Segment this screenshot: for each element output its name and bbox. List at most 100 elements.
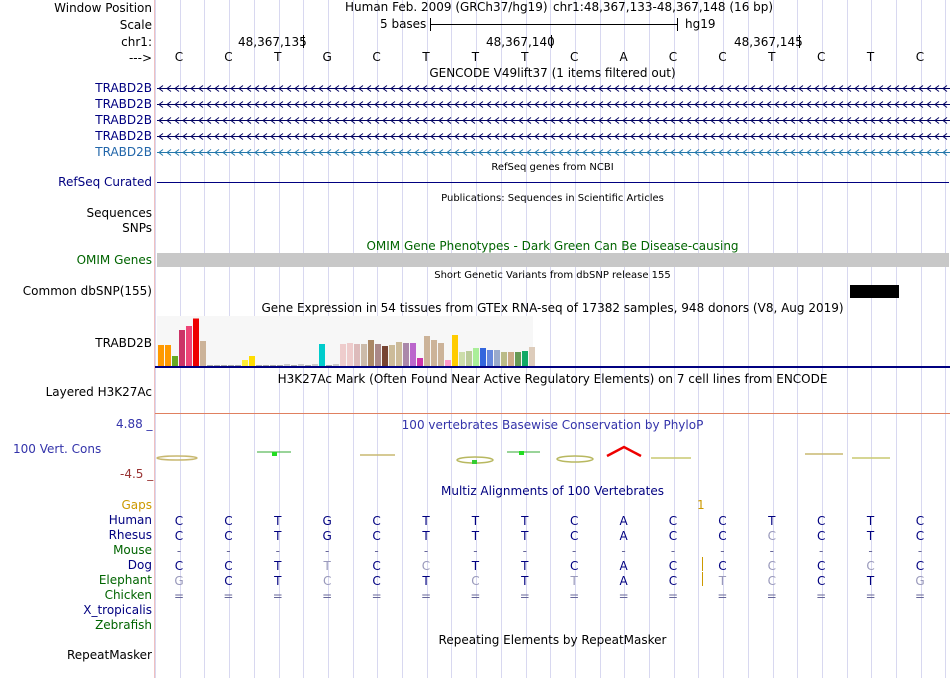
- gtex-tissue-bar[interactable]: [522, 351, 528, 366]
- sequences-label[interactable]: Sequences: [86, 206, 152, 220]
- gtex-tissue-bar[interactable]: [389, 345, 395, 366]
- gtex-tissue-bar[interactable]: [515, 352, 521, 366]
- gtex-tissue-bar[interactable]: [179, 330, 185, 366]
- strand-arrow: [590, 101, 596, 108]
- gtex-tissue-bar[interactable]: [417, 358, 423, 366]
- gtex-tissue-bar[interactable]: [319, 344, 325, 366]
- gencode-track-label[interactable]: TRABD2B: [95, 97, 152, 111]
- gtex-tissue-bar[interactable]: [270, 365, 276, 366]
- gtex-tissue-bar[interactable]: [298, 364, 304, 366]
- gtex-tissue-bar[interactable]: [508, 352, 514, 366]
- gtex-tissue-bar[interactable]: [361, 344, 367, 366]
- dbsnp-label[interactable]: Common dbSNP(155): [22, 284, 152, 298]
- gtex-tissue-bar[interactable]: [165, 345, 171, 366]
- gtex-tissue-bar[interactable]: [529, 347, 535, 366]
- strand-arrow: [526, 85, 532, 92]
- gtex-tissue-bar[interactable]: [480, 348, 486, 366]
- gtex-tissue-bar[interactable]: [368, 340, 374, 366]
- species-label-elephant[interactable]: Elephant: [98, 573, 152, 587]
- gtex-tissue-bar[interactable]: [200, 341, 206, 366]
- gtex-tissue-bar[interactable]: [242, 360, 248, 366]
- gtex-tissue-bar[interactable]: [214, 365, 220, 366]
- species-label-rhesus[interactable]: Rhesus: [108, 528, 152, 542]
- gtex-tissue-bar[interactable]: [326, 365, 332, 366]
- gtex-tissue-bar[interactable]: [193, 318, 199, 367]
- species-label-human[interactable]: Human: [108, 513, 152, 527]
- gtex-tissue-bar[interactable]: [494, 350, 500, 366]
- gtex-tissue-bar[interactable]: [473, 348, 479, 366]
- snps-label[interactable]: SNPs: [122, 221, 152, 235]
- gencode-track-label[interactable]: TRABD2B: [95, 145, 152, 159]
- gtex-tissue-bar[interactable]: [277, 365, 283, 366]
- repeatmasker-label[interactable]: RepeatMasker: [66, 648, 152, 662]
- gtex-tissue-bar[interactable]: [459, 352, 465, 366]
- position-text[interactable]: chr1:48,367,133-48,367,148 (16 bp): [553, 0, 774, 14]
- gtex-tissue-bar[interactable]: [249, 356, 255, 366]
- gtex-tissue-bar[interactable]: [340, 344, 346, 366]
- gtex-tissue-bar[interactable]: [228, 365, 234, 366]
- species-label-x_tropicalis[interactable]: X_tropicalis: [83, 603, 152, 617]
- gtex-tissue-bar[interactable]: [263, 365, 269, 366]
- strand-arrow: [550, 133, 556, 140]
- strand-arrow: [166, 101, 172, 108]
- strand-arrow: [494, 149, 500, 156]
- gtex-tissue-bar[interactable]: [375, 344, 381, 366]
- strand-arrow: [550, 149, 556, 156]
- gtex-tissue-bar[interactable]: [284, 364, 290, 366]
- refseq-label[interactable]: RefSeq Curated: [58, 175, 152, 189]
- gtex-tissue-bar[interactable]: [382, 346, 388, 366]
- phylop-label[interactable]: 100 Vert. Cons: [13, 442, 102, 456]
- gtex-tissue-bar[interactable]: [438, 343, 444, 366]
- strand-arrow: [766, 101, 772, 108]
- dbsnp-variant[interactable]: [850, 285, 899, 298]
- gtex-tissue-bar[interactable]: [158, 345, 164, 366]
- gtex-tissue-bar[interactable]: [235, 365, 241, 366]
- gtex-tissue-bar[interactable]: [396, 342, 402, 366]
- gtex-tissue-bar[interactable]: [347, 343, 353, 366]
- strand-arrow: [590, 117, 596, 124]
- species-label-zebrafish[interactable]: Zebrafish: [95, 618, 152, 632]
- species-label-mouse[interactable]: Mouse: [113, 543, 152, 557]
- phylop-plot[interactable]: [155, 440, 950, 470]
- gencode-track-label[interactable]: TRABD2B: [95, 113, 152, 127]
- gtex-bar-chart[interactable]: [157, 316, 537, 366]
- gtex-tissue-bar[interactable]: [333, 364, 339, 366]
- omim-bar[interactable]: [157, 253, 949, 267]
- strand-arrow: [318, 85, 324, 92]
- gtex-tissue-bar[interactable]: [256, 365, 262, 366]
- gtex-tissue-bar[interactable]: [403, 343, 409, 366]
- species-label-chicken[interactable]: Chicken: [104, 588, 152, 602]
- gtex-tissue-bar[interactable]: [291, 365, 297, 366]
- species-label-dog[interactable]: Dog: [127, 558, 152, 572]
- gtex-tissue-bar[interactable]: [172, 356, 178, 366]
- gtex-tissue-bar[interactable]: [487, 350, 493, 366]
- gtex-tissue-bar[interactable]: [424, 336, 430, 366]
- gtex-tissue-bar[interactable]: [207, 365, 213, 366]
- strand-arrow: [430, 101, 436, 108]
- gtex-tissue-bar[interactable]: [221, 365, 227, 366]
- gtex-tissue-bar[interactable]: [305, 365, 311, 366]
- refseq-line[interactable]: [157, 182, 949, 183]
- gtex-label[interactable]: TRABD2B: [95, 336, 152, 350]
- gencode-track-label[interactable]: TRABD2B: [95, 81, 152, 95]
- gtex-tissue-bar[interactable]: [354, 344, 360, 366]
- gtex-tissue-bar[interactable]: [410, 343, 416, 366]
- gtex-tissue-bar[interactable]: [186, 326, 192, 366]
- strand-arrow: [582, 117, 588, 124]
- gtex-tissue-bar[interactable]: [501, 352, 507, 366]
- gencode-transcripts[interactable]: [155, 80, 950, 160]
- alignment-base: C: [174, 514, 184, 528]
- strand-arrow: [934, 133, 940, 140]
- gencode-track-label[interactable]: TRABD2B: [95, 129, 152, 143]
- alignment-base: C: [224, 574, 233, 588]
- strand-arrow: [638, 133, 644, 140]
- gtex-tissue-bar[interactable]: [466, 351, 472, 366]
- gtex-tissue-bar[interactable]: [312, 364, 318, 366]
- gtex-tissue-bar[interactable]: [445, 360, 451, 366]
- tick-1-mark: [303, 35, 304, 48]
- omim-label[interactable]: OMIM Genes: [76, 253, 152, 267]
- h3k27ac-label[interactable]: Layered H3K27Ac: [45, 385, 152, 399]
- gtex-tissue-bar[interactable]: [431, 340, 437, 366]
- strand-arrow: [550, 117, 556, 124]
- gtex-tissue-bar[interactable]: [452, 335, 458, 366]
